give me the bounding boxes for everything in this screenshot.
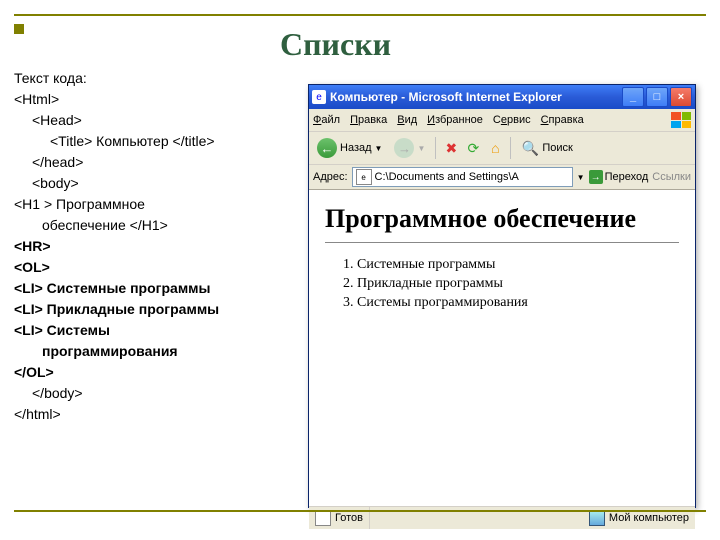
menu-help[interactable]: Справка: [541, 114, 584, 126]
maximize-button[interactable]: □: [646, 87, 668, 107]
code-label: Текст кода:: [14, 68, 304, 89]
code-line: <body>: [14, 173, 304, 194]
code-line: <LI> Прикладные программы: [14, 299, 304, 320]
page-rule: [325, 242, 679, 243]
decor-top-line: [14, 14, 706, 16]
search-icon: 🔍: [521, 139, 539, 157]
stop-icon[interactable]: ✖: [442, 139, 460, 157]
computer-icon: [589, 510, 605, 526]
ie-icon: e: [312, 90, 326, 104]
code-line: <Head>: [14, 110, 304, 131]
toolbar: ← Назад ▼ → ▼ ✖ ⟳ ⌂ 🔍 Поиск: [309, 132, 695, 165]
dropdown-icon: ▼: [417, 144, 425, 153]
code-line: </OL>: [14, 362, 304, 383]
menu-view[interactable]: Вид: [397, 114, 417, 126]
ie-window: e Компьютер - Microsoft Internet Explore…: [308, 84, 696, 508]
address-value: C:\Documents and Settings\А: [375, 171, 519, 183]
home-icon[interactable]: ⌂: [486, 139, 504, 157]
back-button[interactable]: ← Назад ▼: [313, 136, 386, 160]
refresh-icon[interactable]: ⟳: [464, 139, 482, 157]
decor-accent-square: [14, 24, 24, 34]
code-line: </body>: [14, 383, 304, 404]
code-line: <Title> Компьютер </title>: [14, 131, 304, 152]
status-text: Готов: [335, 512, 363, 524]
go-label: Переход: [605, 171, 649, 183]
dropdown-icon: ▼: [375, 144, 383, 153]
code-line: </html>: [14, 404, 304, 425]
window-titlebar[interactable]: e Компьютер - Microsoft Internet Explore…: [309, 85, 695, 109]
separator: [435, 137, 436, 159]
address-input[interactable]: e C:\Documents and Settings\А: [352, 167, 573, 187]
search-label: Поиск: [542, 142, 572, 154]
code-line: <Html>: [14, 89, 304, 110]
code-line: <HR>: [14, 236, 304, 257]
close-button[interactable]: ×: [670, 87, 692, 107]
search-button[interactable]: 🔍 Поиск: [517, 137, 576, 159]
page-content: Программное обеспечение Системные програ…: [309, 190, 695, 506]
go-arrow-icon: →: [589, 170, 603, 184]
zone-text: Мой компьютер: [609, 512, 689, 524]
back-label: Назад: [340, 142, 372, 154]
code-line: <H1 > Программноеобеспечение </H1>: [14, 194, 304, 236]
minimize-button[interactable]: _: [622, 87, 644, 107]
page-list: Системные программы Прикладные программы…: [325, 257, 679, 311]
window-buttons: _ □ ×: [622, 87, 692, 107]
code-line: <LI> Системыпрограммирования: [14, 320, 304, 362]
code-line: <OL>: [14, 257, 304, 278]
address-label: Адрес:: [313, 171, 348, 183]
menu-tools[interactable]: Сервис: [493, 114, 531, 126]
code-line: </head>: [14, 152, 304, 173]
links-label[interactable]: Ссылки: [652, 171, 691, 183]
menu-edit[interactable]: Правка: [350, 114, 387, 126]
menu-file[interactable]: Файл: [313, 114, 340, 126]
separator: [510, 137, 511, 159]
list-item: Прикладные программы: [357, 276, 679, 292]
document-icon: e: [356, 169, 372, 185]
slide-title: Списки: [280, 26, 391, 63]
dropdown-icon[interactable]: ▼: [577, 173, 585, 182]
slide: Списки Текст кода: <Html> <Head> <Title>…: [0, 0, 720, 540]
list-item: Системные программы: [357, 257, 679, 273]
menu-bar: Файл Правка Вид Избранное Сервис Справка: [309, 109, 695, 132]
list-item: Системы программирования: [357, 295, 679, 311]
back-arrow-icon: ←: [317, 138, 337, 158]
menu-favorites[interactable]: Избранное: [427, 114, 483, 126]
decor-bottom-line: [14, 510, 706, 512]
address-bar: Адрес: e C:\Documents and Settings\А ▼ →…: [309, 165, 695, 190]
code-line: <LI> Системные программы: [14, 278, 304, 299]
forward-button[interactable]: → ▼: [390, 136, 429, 160]
go-button[interactable]: → Переход: [589, 170, 649, 184]
forward-arrow-icon: →: [394, 138, 414, 158]
document-icon: [315, 510, 331, 526]
window-title: Компьютер - Microsoft Internet Explorer: [330, 90, 622, 104]
code-text-block: Текст кода: <Html> <Head> <Title> Компью…: [14, 68, 304, 425]
page-heading: Программное обеспечение: [325, 204, 679, 234]
windows-flag-icon: [671, 112, 691, 128]
